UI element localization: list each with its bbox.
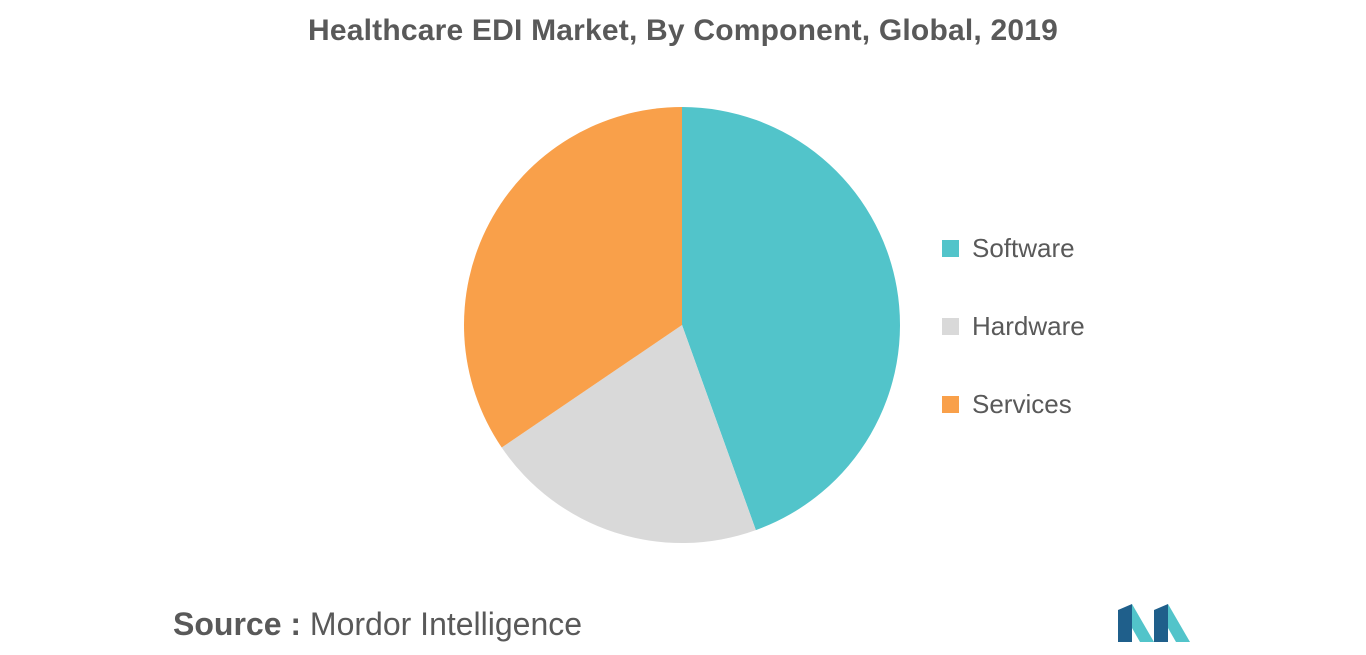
source-name: Mordor Intelligence (309, 606, 583, 642)
legend-swatch-software (942, 239, 959, 257)
logo-left-diagonal (1132, 604, 1154, 642)
legend-swatch-services (942, 395, 959, 413)
legend: Software Hardware Services (942, 228, 1085, 462)
legend-label-services: Services (972, 388, 1072, 419)
pie-slices (464, 106, 900, 543)
source-note: Source : Mordor Intelligence (173, 606, 582, 643)
pie-slice-services (464, 106, 682, 448)
legend-item-software: Software (942, 228, 1085, 268)
legend-item-services: Services (942, 384, 1085, 424)
chart-title: Healthcare EDI Market, By Component, Glo… (307, 14, 1058, 47)
legend-item-hardware: Hardware (942, 306, 1085, 346)
source-prefix: Source : (173, 606, 302, 642)
logo-right-stem (1154, 604, 1168, 642)
logo-right-diagonal (1168, 604, 1190, 642)
legend-label-hardware: Hardware (972, 310, 1085, 341)
mordor-intelligence-logo-icon (1118, 604, 1190, 642)
pie-slice-software (682, 107, 900, 531)
logo-left-stem (1118, 604, 1132, 642)
legend-swatch-hardware (942, 317, 959, 335)
legend-label-software: Software (972, 232, 1075, 263)
pie-slice-hardware (501, 325, 756, 543)
